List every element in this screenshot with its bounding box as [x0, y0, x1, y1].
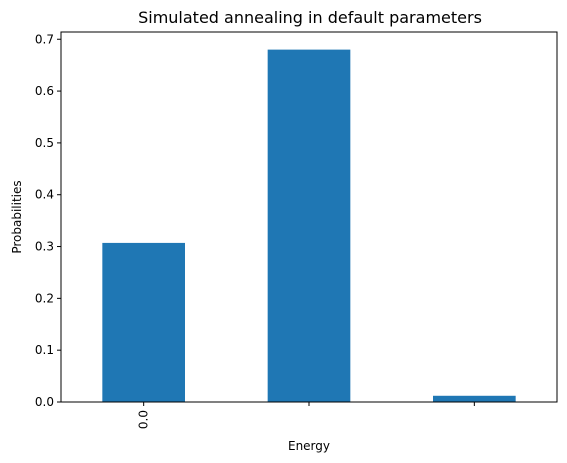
bars: [102, 49, 516, 402]
y-tick-label: 0.6: [35, 84, 54, 98]
plot-frame: [60, 31, 558, 403]
y-tick-label: 0.5: [35, 136, 54, 150]
y-tick-label: 0.1: [35, 343, 54, 357]
y-axis-ticks: 0.0 0.1 0.2 0.3 0.4 0.5 0.6 0.7: [35, 32, 61, 409]
bar-2: [433, 395, 516, 402]
y-tick-label: 0.2: [35, 291, 54, 305]
y-tick-label: 0.4: [35, 188, 54, 202]
x-tick-label: 0.0: [137, 410, 151, 429]
chart-title: Simulated annealing in default parameter…: [138, 8, 482, 27]
y-tick-label: 0.3: [35, 240, 54, 254]
x-axis-ticks: 0.0: [137, 402, 475, 429]
y-axis-label: Probabilities: [10, 180, 24, 253]
bar-0: [102, 242, 185, 402]
bar-1: [267, 49, 351, 402]
y-tick-label: 0.0: [35, 395, 54, 409]
x-axis-label: Energy: [288, 439, 330, 453]
y-tick-label: 0.7: [35, 32, 54, 46]
